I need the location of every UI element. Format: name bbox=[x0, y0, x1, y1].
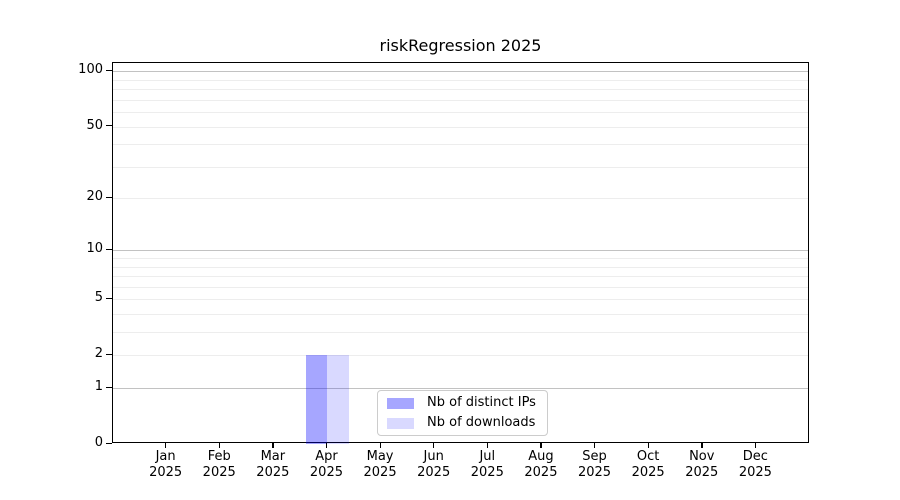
x-tick-label: Nov 2025 bbox=[670, 449, 734, 481]
x-tick-label: Aug 2025 bbox=[509, 449, 573, 481]
x-tick-label: Oct 2025 bbox=[616, 449, 680, 481]
legend-swatch-distinct-ips bbox=[387, 397, 414, 409]
plot-area bbox=[112, 62, 809, 444]
minor-gridline bbox=[113, 276, 808, 278]
y-tick-label: 2 bbox=[94, 346, 103, 362]
y-tick-mark bbox=[106, 442, 112, 444]
x-tick-month: Apr bbox=[315, 449, 338, 464]
x-tick-year: 2025 bbox=[577, 465, 612, 480]
legend-row-downloads: Nb of downloads bbox=[387, 413, 547, 433]
x-tick-label: Jan 2025 bbox=[134, 449, 198, 481]
legend: Nb of distinct IPs Nb of downloads bbox=[377, 390, 548, 436]
x-tick-label: May 2025 bbox=[348, 449, 412, 481]
y-tick-mark bbox=[106, 386, 112, 388]
x-tick-mark bbox=[647, 443, 649, 448]
minor-gridline bbox=[113, 89, 808, 91]
minor-gridline bbox=[113, 299, 808, 301]
minor-gridline bbox=[113, 99, 808, 101]
chart-title: riskRegression 2025 bbox=[379, 36, 542, 55]
x-tick-mark bbox=[272, 443, 274, 448]
x-tick-year: 2025 bbox=[631, 465, 665, 480]
y-tick-mark bbox=[106, 196, 112, 198]
x-tick-mark bbox=[379, 443, 381, 448]
y-tick-mark bbox=[106, 353, 112, 356]
x-tick-month: Dec bbox=[742, 449, 768, 464]
x-tick-label: Apr 2025 bbox=[294, 449, 358, 481]
y-tick-label: 100 bbox=[78, 62, 103, 78]
minor-gridline bbox=[113, 314, 808, 316]
x-tick-month: Mar bbox=[260, 449, 286, 464]
minor-gridline bbox=[113, 166, 808, 168]
x-tick-year: 2025 bbox=[256, 465, 290, 480]
x-tick-year: 2025 bbox=[417, 465, 451, 480]
y-tick-label: 5 bbox=[94, 290, 103, 306]
minor-gridline bbox=[113, 355, 808, 357]
x-tick-year: 2025 bbox=[363, 465, 397, 480]
x-tick-month: Jul bbox=[479, 449, 496, 464]
minor-gridline bbox=[113, 112, 808, 114]
minor-gridline bbox=[113, 198, 808, 200]
y-tick-mark bbox=[106, 69, 112, 72]
x-tick-mark bbox=[701, 443, 703, 448]
x-tick-mark bbox=[433, 443, 435, 448]
x-tick-month: May bbox=[366, 449, 394, 464]
x-tick-year: 2025 bbox=[149, 465, 183, 480]
y-tick-label: 50 bbox=[86, 117, 103, 133]
major-gridline bbox=[113, 388, 808, 390]
x-tick-month: Jan bbox=[155, 449, 176, 464]
y-tick-label: 1 bbox=[94, 379, 103, 395]
x-tick-month: Nov bbox=[689, 449, 715, 464]
y-tick-label: 10 bbox=[86, 241, 103, 257]
legend-swatch-downloads bbox=[387, 417, 414, 429]
y-tick-label: 20 bbox=[86, 189, 103, 205]
legend-label-distinct-ips: Nb of distinct IPs bbox=[427, 395, 536, 410]
y-tick-mark bbox=[106, 125, 112, 127]
x-tick-label: Feb 2025 bbox=[187, 449, 251, 481]
x-tick-month: Sep bbox=[582, 449, 607, 464]
x-tick-label: Jul 2025 bbox=[455, 449, 519, 481]
x-tick-month: Jun bbox=[423, 449, 444, 464]
x-tick-label: Sep 2025 bbox=[563, 449, 627, 481]
minor-gridline bbox=[113, 144, 808, 146]
x-tick-month: Feb bbox=[207, 449, 231, 464]
minor-gridline bbox=[113, 258, 808, 260]
legend-label-downloads: Nb of downloads bbox=[427, 415, 536, 430]
minor-gridline bbox=[113, 79, 808, 81]
x-tick-year: 2025 bbox=[738, 465, 772, 480]
legend-row-distinct-ips: Nb of distinct IPs bbox=[387, 393, 547, 413]
x-tick-label: Dec 2025 bbox=[723, 449, 787, 481]
y-tick-label: 0 bbox=[94, 435, 103, 450]
x-tick-year: 2025 bbox=[685, 465, 719, 480]
minor-gridline bbox=[113, 266, 808, 268]
x-tick-year: 2025 bbox=[470, 465, 504, 480]
bar-distinct-ips-apr bbox=[306, 355, 328, 444]
y-tick-mark bbox=[106, 248, 112, 251]
x-tick-mark bbox=[486, 443, 489, 448]
major-gridline bbox=[113, 250, 808, 252]
x-tick-month: Aug bbox=[528, 449, 554, 464]
x-tick-year: 2025 bbox=[202, 465, 236, 480]
x-tick-label: Mar 2025 bbox=[241, 449, 305, 481]
minor-gridline bbox=[113, 126, 808, 128]
x-tick-mark bbox=[218, 443, 221, 448]
x-tick-year: 2025 bbox=[524, 465, 558, 480]
x-tick-mark bbox=[594, 443, 596, 448]
minor-gridline bbox=[113, 286, 808, 288]
y-tick-mark bbox=[106, 297, 112, 300]
x-tick-label: Jun 2025 bbox=[402, 449, 466, 481]
x-tick-mark bbox=[165, 443, 167, 448]
bar-downloads-apr bbox=[327, 355, 349, 444]
x-tick-mark bbox=[540, 443, 542, 448]
major-gridline bbox=[113, 71, 808, 73]
x-tick-mark bbox=[754, 443, 757, 448]
minor-gridline bbox=[113, 332, 808, 334]
x-tick-month: Oct bbox=[636, 449, 660, 464]
x-tick-mark bbox=[325, 443, 328, 448]
x-tick-year: 2025 bbox=[309, 465, 343, 480]
